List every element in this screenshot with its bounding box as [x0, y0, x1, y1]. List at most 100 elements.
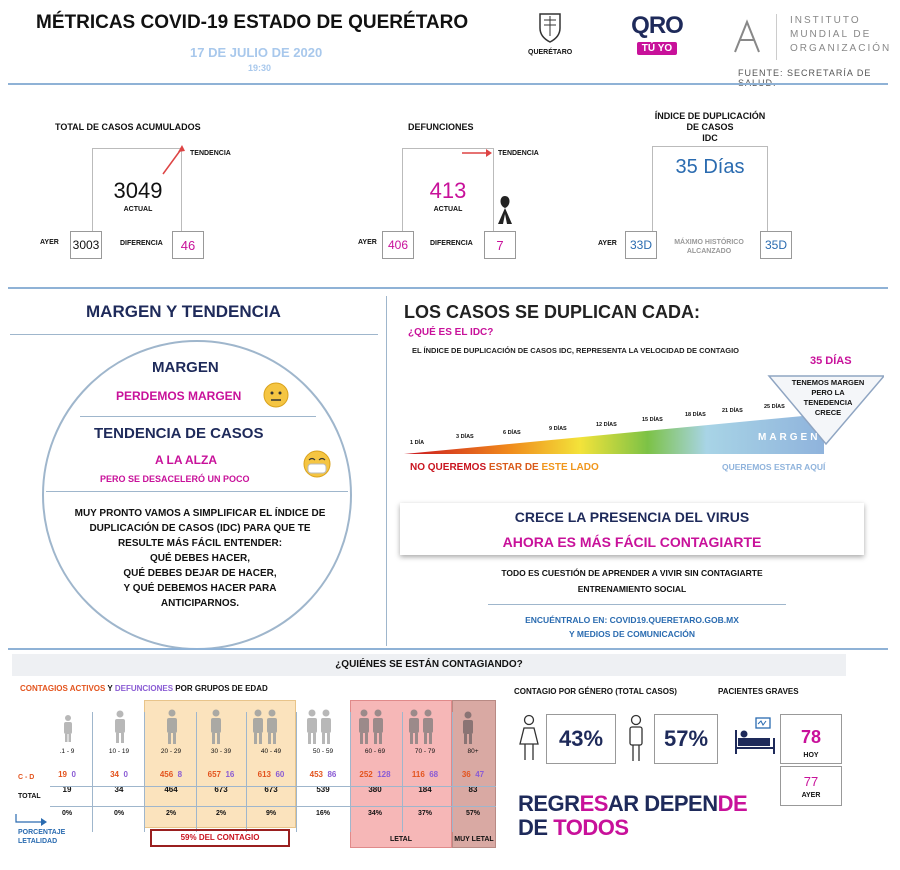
death-count: 68: [429, 770, 439, 779]
total-count: 464: [164, 785, 178, 794]
age-range: 30 - 39: [210, 748, 232, 755]
section-divider: [8, 287, 888, 289]
regresar-slogan: REGRESAR DEPENDE DE TODOS: [518, 791, 748, 840]
age-range: 80+: [467, 748, 479, 755]
idc-desc-a: EL ÍNDICE DE DUPLICACIÓN DE CASOS: [412, 346, 559, 355]
contagio-pct: 59%: [180, 833, 197, 842]
casos-title: TOTAL DE CASOS ACUMULADOS: [55, 122, 201, 132]
age-range: 70 - 79: [414, 748, 436, 755]
active-count: 456: [159, 770, 174, 779]
letal-label: LETAL: [389, 836, 413, 843]
scale-label-7: 18 DÍAS: [685, 412, 706, 418]
row-line-1: [50, 786, 496, 787]
teen-icon: [115, 710, 125, 743]
idc-max-label: MÁXIMO HISTÓRICO ALCANZADO: [664, 238, 754, 256]
lethality-pct: 9%: [265, 810, 277, 817]
margen-inner-divider-2: [46, 491, 348, 492]
imo-line3: ORGANIZACIÓN: [790, 43, 892, 54]
defunciones-actual: 413: [429, 178, 467, 203]
triangle-text-4: CRECE: [814, 408, 842, 417]
scale-label-4: 9 DÍAS: [549, 426, 567, 432]
data-source: FUENTE: SECRETARÍA DE SALUD.: [738, 68, 872, 88]
active-count: 19: [58, 770, 67, 779]
age-range: 10 - 19: [108, 748, 130, 755]
age-group-7: 70 - 79 116 68 184 37%: [400, 748, 450, 817]
qro-tuyo-logo: QRO TÚ YO: [628, 14, 686, 56]
age-group-4: 40 - 49 613 60 673 9%: [246, 748, 296, 817]
medios-label: Y MEDIOS DE COMUNICACIÓN: [569, 629, 695, 639]
qro-logo-text: QRO: [631, 12, 684, 39]
active-count: 657: [207, 770, 221, 779]
death-count: 0: [123, 770, 128, 779]
active-count: 34: [110, 770, 119, 779]
idc-question: ¿QUÉ ES EL IDC?: [408, 327, 494, 338]
margen-msg-3: RESULTE MÁS FÁCIL ENTENDER:: [117, 538, 283, 549]
covid-link[interactable]: ENCUÉNTRALO EN: COVID19.QUERETARO.GOB.MX: [525, 615, 739, 625]
pct-row-label-1: PORCENTAJE: [18, 829, 66, 836]
lethality-pct: 0%: [61, 810, 73, 817]
scale-label-6: 15 DÍAS: [642, 417, 663, 423]
margen-msg-1: MUY PRONTO VAMOS A SIMPLIFICAR EL ÍNDICE…: [74, 508, 326, 519]
couple-50-icon: [307, 709, 331, 744]
couple-60-icon: [359, 709, 383, 744]
casos-ayer: 3003: [70, 231, 102, 259]
age-range: 50 - 59: [312, 748, 334, 755]
page-title: MÉTRICAS COVID-19 ESTADO DE QUERÉTARO: [36, 12, 469, 33]
contagio-box: 59% DEL CONTAGIO: [150, 829, 290, 847]
death-count: 16: [225, 770, 235, 779]
idc-scale-labels: 1 DÍA 3 DÍAS 6 DÍAS 9 DÍAS 12 DÍAS 15 DÍ…: [404, 372, 884, 462]
defunciones-diferencia-label: DIFERENCIA: [430, 240, 473, 247]
adult-30-icon: [211, 709, 221, 744]
idc-ayer-label: AYER: [598, 240, 617, 247]
edad-legend: CONTAGIOS ACTIVOS Y DEFUNCIONES POR GRUP…: [20, 684, 268, 693]
queretaro-logo: QUERÉTARO: [528, 12, 572, 56]
regresar-a: REGR: [518, 791, 580, 816]
scale-label-2: 3 DÍAS: [456, 434, 474, 440]
female-pct: 43%: [546, 714, 616, 764]
row-line-2: [50, 806, 496, 807]
male-icon: [629, 714, 643, 761]
idc-title-line3: IDC: [702, 133, 718, 143]
imo-a-icon: [734, 19, 760, 53]
quienes-title: ¿QUIÉNES SE ESTÁN CONTAGIANDO?: [335, 659, 523, 670]
legend-y: Y: [105, 684, 115, 693]
scale-label-3: 6 DÍAS: [503, 430, 521, 436]
idc-actual: 35 Días: [675, 156, 745, 178]
header-divider: [8, 83, 888, 85]
lethality-pct: 34%: [367, 810, 382, 817]
age-range: 20 - 29: [160, 748, 182, 755]
defunciones-actual-label: ACTUAL: [433, 206, 463, 213]
age-columns: .1 - 9 19 0 19 0% 10 - 19 34 0 34 0% 20 …: [42, 748, 502, 828]
idc-max-label-line1: MÁXIMO HISTÓRICO: [674, 239, 744, 246]
regresar-c: AR DEPEN: [607, 791, 718, 816]
defunciones-ayer: 406: [382, 231, 414, 259]
age-group-8: 80+ 36 47 83 57%: [450, 748, 496, 817]
child-icon: [64, 715, 72, 742]
pct-row-label-2: LETALIDAD: [18, 838, 58, 845]
total-count: 673: [214, 785, 228, 794]
age-range: .1 - 9: [59, 748, 75, 755]
margen-msg-6: Y QUÉ DEBEMOS HACER PARA: [123, 583, 277, 594]
lethality-pct: 16%: [315, 810, 330, 817]
graves-hoy-box: [780, 714, 842, 764]
casos-actual: 3049: [113, 178, 163, 203]
regresar-b: ES: [579, 791, 609, 816]
death-count: 0: [71, 770, 76, 779]
male-pct: 57%: [654, 714, 718, 764]
neutral-face-icon: [263, 382, 289, 408]
contagio-label: DEL CONTAGIO: [196, 833, 260, 842]
pct-arrow: [15, 814, 47, 826]
margen-title: MARGEN: [152, 359, 219, 376]
death-count: 47: [475, 770, 485, 779]
queretaro-logo-text: QUERÉTARO: [528, 49, 573, 56]
age-icons: [64, 709, 473, 744]
imo-line1: INSTITUTO: [790, 15, 861, 26]
pct-row-label: PORCENTAJE LETALIDAD: [18, 828, 65, 846]
idc-current: 35 DÍAS: [810, 355, 852, 367]
lethality-pct: 2%: [215, 810, 227, 817]
age-group-2: 20 - 29 456 8 464 2%: [146, 748, 196, 817]
scale-label-1: 1 DÍA: [410, 440, 425, 446]
triangle-text-2: PERO LA: [811, 388, 845, 397]
graves-ayer-label: AYER: [801, 792, 821, 799]
active-count: 36: [461, 770, 471, 779]
